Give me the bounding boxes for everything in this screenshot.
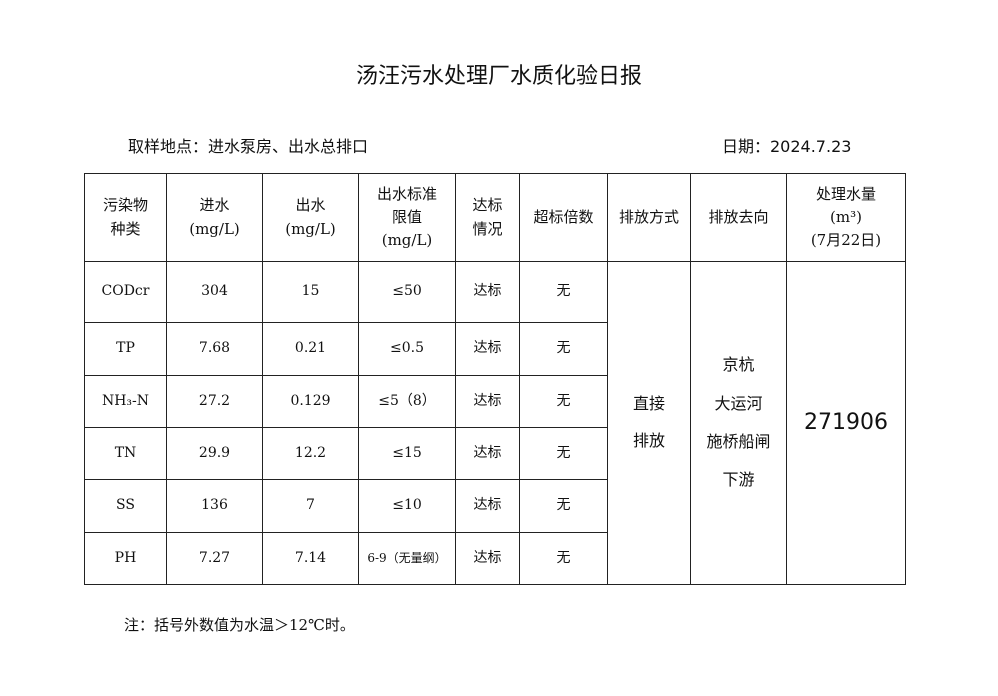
inflow-value: 27.2 bbox=[166, 375, 263, 428]
outflow-value: 15 bbox=[262, 261, 359, 323]
pollutant-name: CODcr bbox=[84, 261, 167, 323]
inflow-value: 136 bbox=[166, 479, 263, 533]
status-value: 达标 bbox=[455, 427, 520, 480]
header-pollutant: 污染物 种类 bbox=[84, 173, 167, 262]
discharge-destination: 京杭 大运河 施桥船闸 下游 bbox=[690, 261, 787, 585]
treated-volume: 271906 bbox=[786, 261, 906, 585]
limit-value: ≤10 bbox=[358, 479, 456, 533]
inflow-value: 7.27 bbox=[166, 532, 263, 585]
exceed-value: 无 bbox=[519, 261, 608, 323]
status-value: 达标 bbox=[455, 322, 520, 376]
table-row: TP 7.68 0.21 ≤0.5 达标无 bbox=[84, 322, 906, 376]
discharge-method: 直接 排放 bbox=[607, 261, 691, 585]
pollutant-name: TN bbox=[84, 427, 167, 480]
exceed-value: 无 bbox=[519, 375, 608, 428]
limit-value: 6-9（无量纲） bbox=[358, 532, 456, 585]
limit-value: ≤0.5 bbox=[358, 322, 456, 376]
header-discharge-method: 排放方式 bbox=[607, 173, 691, 262]
exceed-value: 无 bbox=[519, 532, 608, 585]
outflow-value: 0.129 bbox=[262, 375, 359, 428]
pollutant-name: NH₃-N bbox=[84, 375, 167, 428]
header-status: 达标 情况 bbox=[455, 173, 520, 262]
report-date: 日期：2024.7.23 bbox=[722, 137, 852, 156]
outflow-value: 0.21 bbox=[262, 322, 359, 376]
status-value: 达标 bbox=[455, 479, 520, 533]
header-outflow: 出水 (mg/L) bbox=[262, 173, 359, 262]
footnote: 注：括号外数值为水温＞12℃时。 bbox=[124, 616, 355, 634]
table-row: SS 136 7 ≤10 达标无 bbox=[84, 479, 906, 533]
pollutant-name: SS bbox=[84, 479, 167, 533]
outflow-value: 7 bbox=[262, 479, 359, 533]
table-row: TN 29.9 12.2 ≤15 达标无 bbox=[84, 427, 906, 480]
pollutant-name: TP bbox=[84, 322, 167, 376]
limit-value: ≤5（8） bbox=[358, 375, 456, 428]
sampling-location: 取样地点：进水泵房、出水总排口 bbox=[128, 137, 369, 156]
exceed-value: 无 bbox=[519, 427, 608, 480]
status-value: 达标 bbox=[455, 532, 520, 585]
header-limit: 出水标准 限值 (mg/L) bbox=[358, 173, 456, 262]
header-discharge-dest: 排放去向 bbox=[690, 173, 787, 262]
inflow-value: 304 bbox=[166, 261, 263, 323]
inflow-value: 29.9 bbox=[166, 427, 263, 480]
inflow-value: 7.68 bbox=[166, 322, 263, 376]
limit-value: ≤50 bbox=[358, 261, 456, 323]
exceed-value: 无 bbox=[519, 322, 608, 376]
status-value: 达标 bbox=[455, 375, 520, 428]
report-title: 汤汪污水处理厂水质化验日报 bbox=[355, 64, 642, 89]
limit-value: ≤15 bbox=[358, 427, 456, 480]
header-exceed: 超标倍数 bbox=[519, 173, 608, 262]
table-row: PH 7.27 7.14 6-9（无量纲） 达标无 bbox=[84, 532, 906, 585]
pollutant-name: PH bbox=[84, 532, 167, 585]
outflow-value: 7.14 bbox=[262, 532, 359, 585]
status-value: 达标 bbox=[455, 261, 520, 323]
header-inflow: 进水 (mg/L) bbox=[166, 173, 263, 262]
header-volume: 处理水量 (m³) (7月22日) bbox=[786, 173, 906, 262]
table-row: CODcr 304 15 ≤50 达标无直接 排放 京杭 大运河 施桥船闸 下游 271906 bbox=[84, 261, 906, 585]
header-row: 污染物 种类 进水 (mg/L) 出水 (mg/L) 出水标准 限值 (mg/L) 达标情… bbox=[84, 173, 906, 262]
outflow-value: 12.2 bbox=[262, 427, 359, 480]
exceed-value: 无 bbox=[519, 479, 608, 533]
table-row: NH₃-N 27.2 0.129 ≤5（8） 达标无 bbox=[84, 375, 906, 428]
water-quality-table: 污染物 种类 进水 (mg/L) 出水 (mg/L) 出水标准 限值 (mg/L) 达标情… bbox=[84, 173, 906, 585]
